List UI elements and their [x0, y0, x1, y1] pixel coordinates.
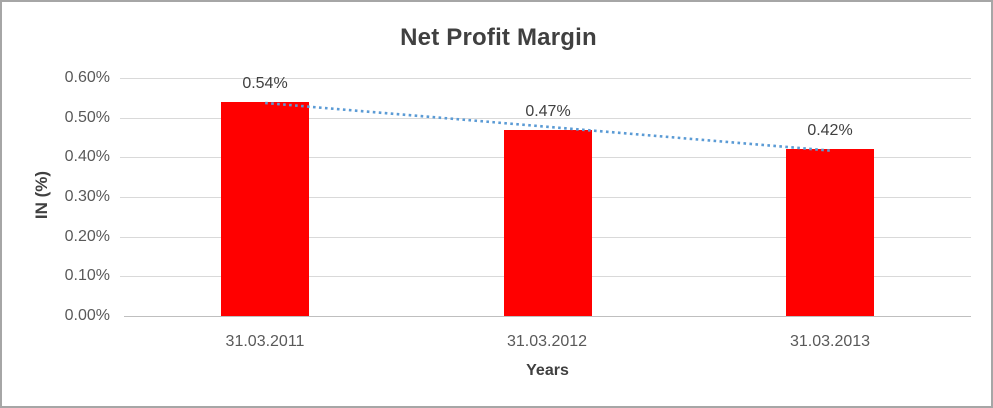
data-label: 0.42% — [807, 122, 853, 139]
y-tick-label: 0.10% — [64, 267, 110, 284]
y-tick-label: 0.50% — [64, 109, 110, 126]
x-tick-label: 31.03.2013 — [789, 333, 871, 350]
x-axis-line — [124, 316, 971, 317]
y-tick-label: 0.20% — [64, 228, 110, 245]
gridline — [120, 78, 971, 79]
data-label: 0.54% — [242, 75, 288, 92]
chart-title: Net Profit Margin — [400, 24, 597, 51]
y-tick-label: 0.40% — [64, 148, 110, 165]
x-axis-title: Years — [526, 362, 569, 379]
bar-31.03.2011 — [221, 102, 309, 316]
y-tick-label: 0.00% — [64, 307, 110, 324]
x-tick-label: 31.03.2011 — [225, 333, 305, 350]
data-label: 0.47% — [525, 103, 571, 120]
y-tick-label: 0.60% — [64, 69, 110, 86]
y-tick-label: 0.30% — [64, 188, 110, 205]
x-tick-label: 31.03.2012 — [506, 333, 588, 350]
bar-31.03.2012 — [504, 130, 592, 316]
bar-31.03.2013 — [786, 149, 874, 316]
